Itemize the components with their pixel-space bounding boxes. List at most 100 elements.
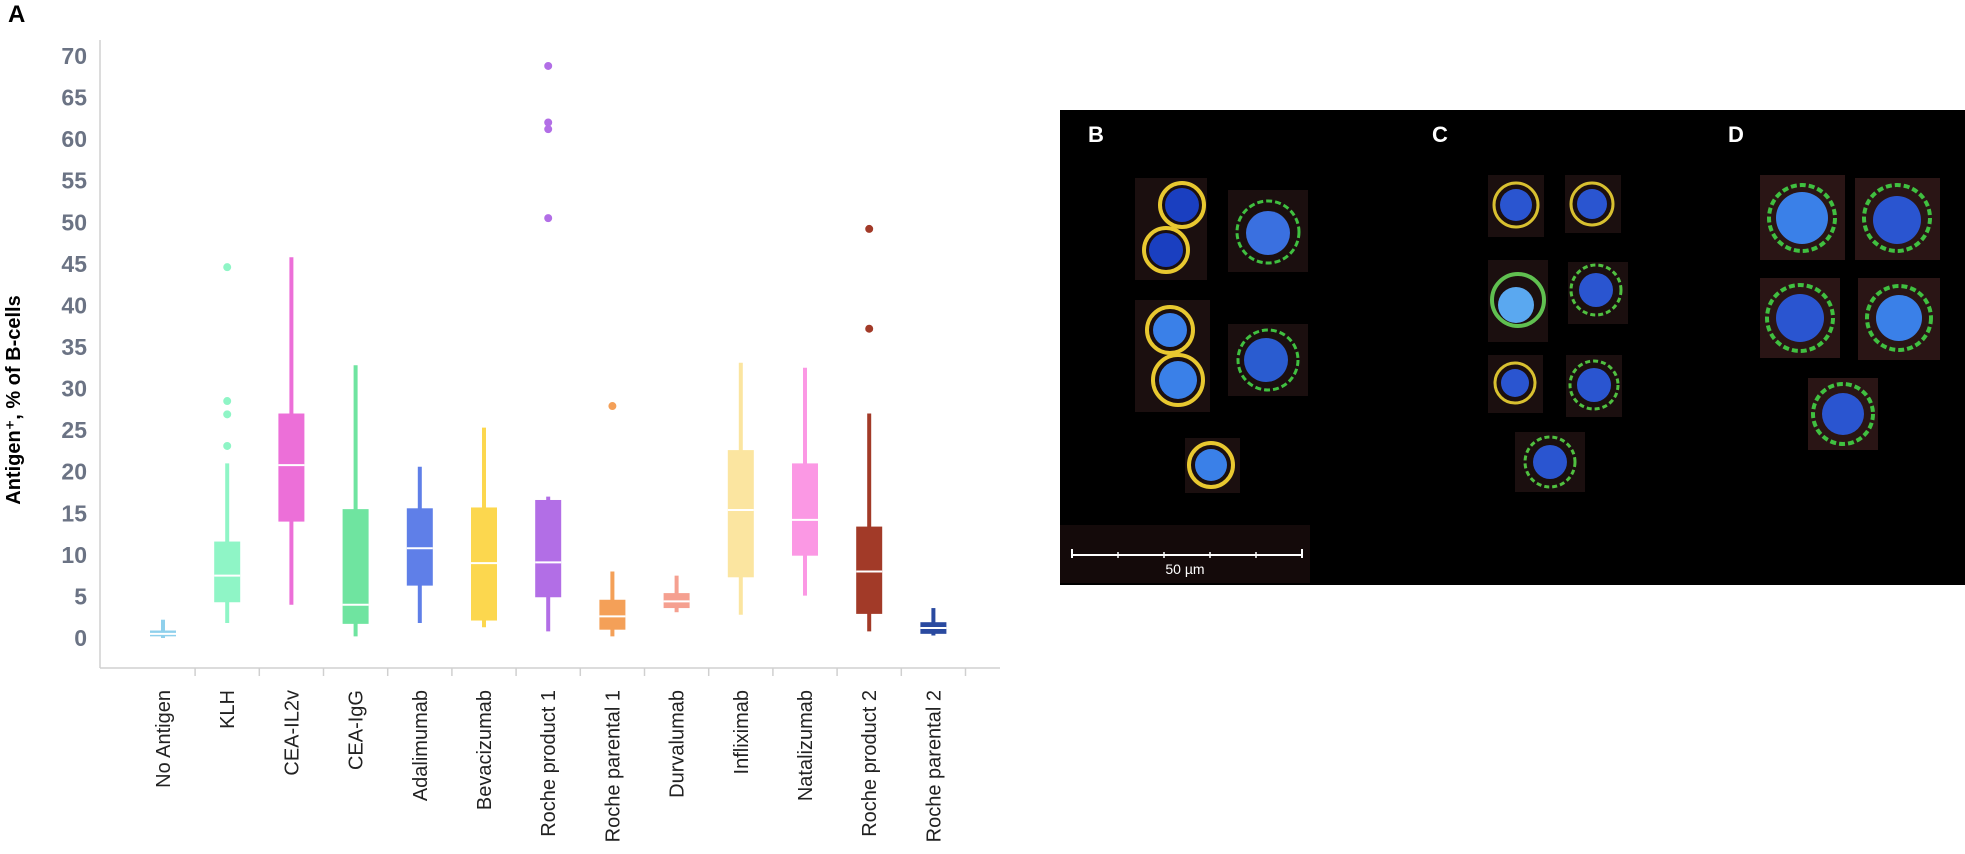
box-1	[214, 263, 241, 624]
box-11	[856, 224, 883, 632]
box-outlier	[544, 214, 553, 223]
y-axis-label: Antigen⁺, % of B-cells	[3, 295, 25, 504]
cell-nucleus	[1246, 211, 1290, 255]
cell-nucleus	[1776, 294, 1824, 342]
panel-label-c: C	[1432, 122, 1448, 147]
cell-membrane	[1765, 283, 1835, 353]
box-outlier	[544, 118, 553, 127]
box-9	[727, 362, 754, 615]
category-label: Durvalumab	[667, 690, 689, 798]
box-outlier	[223, 410, 232, 419]
panel-c-cells	[1488, 175, 1628, 492]
y-tick-label: 60	[61, 126, 87, 152]
cell-nucleus	[1195, 449, 1227, 481]
box-iqr	[342, 509, 369, 624]
boxplot-group	[150, 61, 947, 638]
scale-bar: 50 µm	[1060, 525, 1310, 583]
y-tick-label: 20	[61, 459, 87, 485]
y-tick-label: 45	[61, 251, 87, 277]
box-iqr	[406, 508, 433, 586]
y-tick-label: 35	[61, 334, 87, 360]
box-iqr	[856, 526, 883, 614]
box-outlier	[223, 441, 232, 450]
y-tick-label: 65	[61, 85, 87, 111]
y-tick-label: 50	[61, 209, 87, 235]
cell-membrane	[1523, 435, 1577, 489]
category-label: Roche product 1	[538, 690, 560, 837]
cell-membrane	[1569, 263, 1623, 317]
y-tick-label: 5	[74, 583, 87, 609]
cell-nucleus	[1501, 369, 1529, 397]
box-iqr	[214, 541, 241, 603]
cell-nucleus	[1579, 273, 1613, 307]
panel-label-a: A	[8, 1, 25, 28]
box-0	[150, 619, 176, 638]
y-tick-label: 10	[61, 542, 87, 568]
cell-nucleus	[1873, 196, 1921, 244]
box-5	[471, 427, 497, 628]
cell-nucleus	[1244, 338, 1288, 382]
panel-b-cells	[1135, 178, 1308, 493]
panel-d-cells	[1760, 175, 1940, 450]
y-tick-label: 15	[61, 500, 87, 526]
y-tick-label: 30	[61, 376, 87, 402]
panel-label-b: B	[1088, 122, 1104, 147]
category-label: Roche product 2	[859, 690, 881, 837]
box-outlier	[544, 125, 553, 134]
scale-bar-label: 50 µm	[1165, 561, 1204, 577]
y-tick-label: 70	[61, 43, 87, 69]
cell-membrane	[1145, 305, 1195, 355]
category-label: Roche parental 2	[923, 690, 945, 842]
cell-nucleus	[1498, 287, 1534, 323]
x-ticks-group	[194, 668, 967, 676]
cell-membrane	[1187, 441, 1235, 489]
box-outlier	[223, 263, 232, 272]
y-tick-label: 55	[61, 168, 87, 194]
category-label: Natalizumab	[795, 690, 817, 801]
category-label: CEA-IgG	[346, 690, 368, 770]
cell-membrane	[1569, 181, 1615, 227]
box-outlier	[544, 61, 553, 70]
box-iqr	[278, 413, 305, 522]
category-label: No Antigen	[153, 690, 175, 788]
y-tick-label: 25	[61, 417, 87, 443]
cell-membrane	[1151, 353, 1205, 407]
category-label: Roche parental 1	[602, 690, 624, 842]
box-iqr	[535, 499, 562, 598]
category-label: Infliximab	[731, 690, 753, 774]
box-7	[599, 402, 626, 637]
box-iqr	[792, 463, 818, 556]
cell-membrane	[1865, 284, 1933, 352]
box-10	[792, 367, 818, 596]
box-3	[342, 365, 369, 637]
cell-membrane	[1142, 226, 1190, 274]
cell-nucleus	[1500, 189, 1532, 221]
microscopy-panel: 50 µm	[1060, 110, 1965, 585]
cell-nucleus	[1822, 393, 1864, 435]
cell-membrane	[1492, 181, 1540, 229]
box-8	[663, 575, 690, 613]
y-tick-label: 40	[61, 292, 87, 318]
cell-nucleus	[1776, 192, 1828, 244]
cell-membrane	[1493, 361, 1537, 405]
box-outlier	[223, 397, 232, 406]
box-outlier	[865, 224, 874, 233]
box-12	[920, 608, 947, 636]
cell-nucleus	[1149, 233, 1183, 267]
panel-label-d: D	[1728, 122, 1744, 147]
cell-membrane	[1490, 272, 1546, 328]
box-outlier	[608, 402, 617, 411]
cell-membrane	[1862, 183, 1932, 253]
category-label: CEA-IL2v	[281, 690, 303, 776]
box-2	[278, 257, 305, 605]
category-label: Bevacizumab	[474, 690, 496, 810]
cell-nucleus	[1533, 445, 1567, 479]
box-4	[406, 466, 433, 624]
cell-nucleus	[1577, 368, 1611, 402]
category-labels-group: No Antigen KLH CEA-IL2v CEA-IgG Adalimumab Be…	[153, 690, 945, 842]
cell-nucleus	[1165, 188, 1199, 222]
box-6	[535, 61, 562, 632]
category-label: Adalimumab	[410, 690, 432, 801]
box-outlier	[865, 324, 874, 333]
